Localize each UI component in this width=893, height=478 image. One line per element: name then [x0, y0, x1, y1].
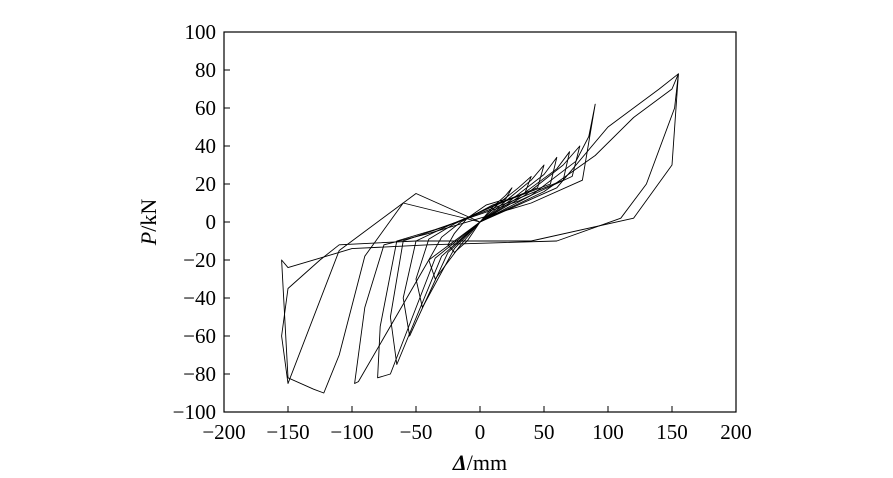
hysteresis-loop-3 — [415, 164, 545, 308]
x-tick-label: −150 — [266, 420, 309, 444]
x-tick-label: 0 — [475, 420, 486, 444]
hysteresis-loop-8 — [281, 73, 679, 384]
x-tick-label: 150 — [656, 420, 688, 444]
y-tick-label: −40 — [183, 286, 216, 310]
x-tick-label: −50 — [400, 420, 433, 444]
tick-marks — [223, 31, 737, 413]
y-axis-title: P/kN — [136, 199, 161, 247]
hysteresis-loop-5 — [389, 151, 571, 365]
y-tick-label: 40 — [195, 134, 216, 158]
x-axis-unit: /mm — [467, 450, 507, 475]
y-tick-label: 0 — [206, 210, 217, 234]
y-axis-symbol: P — [136, 232, 161, 246]
y-tick-label: 100 — [185, 20, 217, 44]
y-axis-unit: /kN — [136, 199, 161, 232]
y-tick-label: 80 — [195, 58, 216, 82]
y-tick-label: 60 — [195, 96, 216, 120]
x-axis-title: Δ/mm — [452, 450, 507, 475]
y-tick-label: −20 — [183, 248, 216, 272]
y-tick-label: −100 — [173, 400, 216, 424]
y-tick-label: −60 — [183, 324, 216, 348]
y-tick-label: 20 — [195, 172, 216, 196]
x-tick-label: −200 — [202, 420, 245, 444]
x-tick-label: 200 — [720, 420, 752, 444]
hysteresis-loop-7 — [354, 103, 596, 384]
series-group — [281, 73, 679, 394]
y-tick-labels: −100 −80 −60 −40 −20 0 20 40 60 80 100 — [173, 20, 216, 424]
hysteresis-loop-6 — [377, 145, 581, 379]
x-tick-label: 50 — [534, 420, 555, 444]
x-tick-label: −100 — [330, 420, 373, 444]
y-tick-label: −80 — [183, 362, 216, 386]
x-tick-label: 100 — [592, 420, 624, 444]
hysteresis-loop-4 — [402, 156, 558, 337]
x-axis-symbol: Δ — [452, 450, 467, 475]
hysteresis-loop-9 — [281, 73, 679, 394]
x-tick-labels: −200 −150 −100 −50 0 50 100 150 200 — [202, 420, 751, 444]
